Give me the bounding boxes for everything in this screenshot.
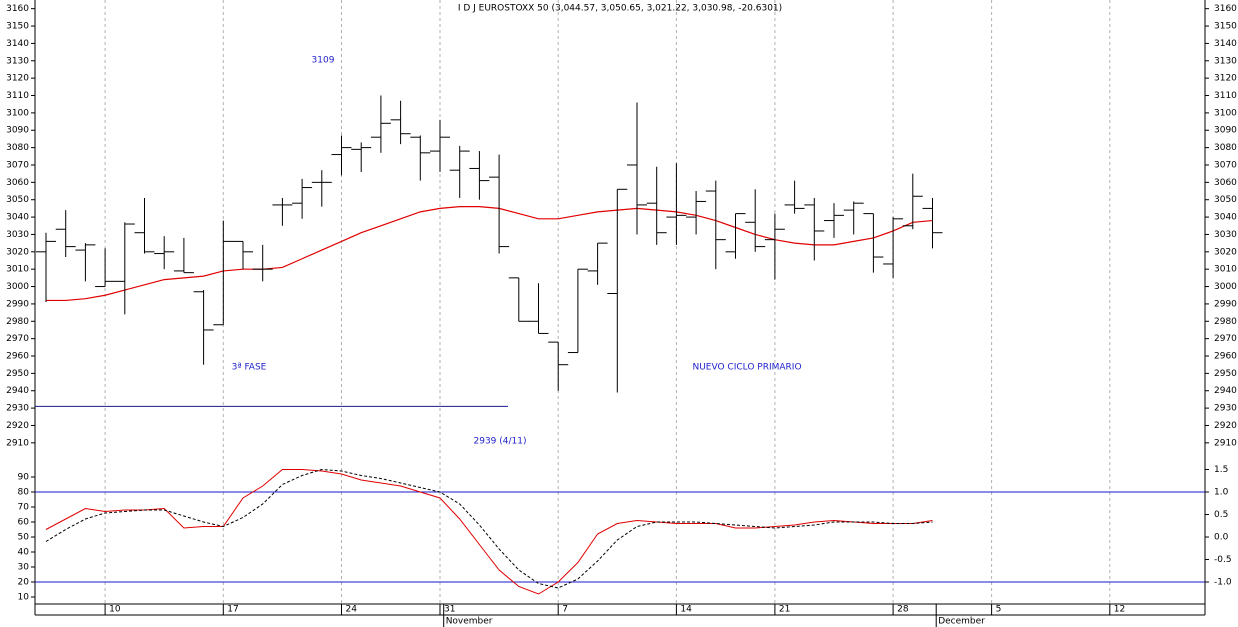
y-tick-label: 2970 xyxy=(1214,334,1237,344)
y-tick-label: 3000 xyxy=(6,282,29,292)
y-tick-label: 3020 xyxy=(1214,247,1237,257)
annotation: 3ª FASE xyxy=(232,363,267,373)
x-tick-label: 14 xyxy=(680,605,692,615)
x-tick-label: 5 xyxy=(996,605,1002,615)
y-tick-label: 3090 xyxy=(1214,126,1237,136)
y-tick-label: 80 xyxy=(18,488,30,498)
annotation: NUEVO CICLO PRIMARIO xyxy=(692,363,801,373)
y-tick-label: 3120 xyxy=(6,74,29,84)
y-tick-label: 1.5 xyxy=(1214,465,1228,475)
moving-average xyxy=(46,206,933,302)
y-tick-label: 3150 xyxy=(6,22,29,32)
y-tick-label: 3040 xyxy=(6,213,29,223)
y-tick-label: 3100 xyxy=(1214,108,1237,118)
y-tick-label: 2930 xyxy=(1214,404,1237,414)
x-tick-label: 24 xyxy=(346,605,358,615)
y-tick-label: 3010 xyxy=(6,265,29,275)
y-tick-label: 2930 xyxy=(6,404,29,414)
y-tick-label: 3070 xyxy=(6,160,29,170)
y-tick-label: 3020 xyxy=(6,247,29,257)
y-tick-label: 2920 xyxy=(6,421,29,431)
y-tick-label: 3130 xyxy=(6,56,29,66)
y-tick-label: 60 xyxy=(18,518,30,528)
y-tick-label: 50 xyxy=(18,533,30,543)
y-tick-label: 90 xyxy=(18,473,30,483)
y-tick-label: 2970 xyxy=(6,334,29,344)
y-tick-label: 1.0 xyxy=(1214,488,1229,498)
y-tick-label: 3060 xyxy=(6,178,29,188)
indicator-line xyxy=(45,469,933,595)
y-tick-label: 3030 xyxy=(1214,230,1237,240)
y-tick-label: 0.5 xyxy=(1214,510,1228,520)
y-tick-label: -1.0 xyxy=(1214,578,1232,588)
y-tick-label: 3040 xyxy=(1214,213,1237,223)
y-tick-label: 2940 xyxy=(6,386,29,396)
y-tick-label: 2980 xyxy=(1214,317,1237,327)
x-tick-label: 28 xyxy=(897,605,909,615)
y-tick-label: 3030 xyxy=(6,230,29,240)
y-tick-label: 3090 xyxy=(6,126,29,136)
y-tick-label: 3140 xyxy=(6,39,29,49)
y-tick-label: 3140 xyxy=(1214,39,1237,49)
y-tick-label: 2950 xyxy=(1214,369,1237,379)
y-tick-label: 3050 xyxy=(1214,195,1237,205)
y-tick-label: 2980 xyxy=(6,317,29,327)
y-tick-label: 2940 xyxy=(1214,386,1237,396)
y-tick-label: 3080 xyxy=(6,143,29,153)
y-tick-label: 2990 xyxy=(6,299,29,309)
y-tick-label: 3100 xyxy=(6,108,29,118)
y-tick-label: 3160 xyxy=(6,4,29,14)
month-label: December xyxy=(938,617,985,627)
x-tick-label: 31 xyxy=(444,605,455,615)
x-tick-label: 17 xyxy=(227,605,238,615)
x-tick-label: 21 xyxy=(779,605,790,615)
y-tick-label: 3000 xyxy=(1214,282,1237,292)
indicator-line xyxy=(45,468,933,589)
x-tick-label: 10 xyxy=(109,605,121,615)
y-tick-label: 40 xyxy=(18,548,30,558)
y-tick-label: 2910 xyxy=(6,438,29,448)
chart-title: I D J EUROSTOXX 50 (3,044.57, 3,050.65, … xyxy=(458,4,782,14)
y-tick-label: 2990 xyxy=(1214,299,1237,309)
annotation: 2939 (4/11) xyxy=(474,437,527,447)
y-tick-label: 10 xyxy=(18,593,30,603)
y-tick-label: 3160 xyxy=(1214,4,1237,14)
y-tick-label: 2920 xyxy=(1214,421,1237,431)
y-tick-label: 20 xyxy=(18,578,30,588)
y-tick-label: 3050 xyxy=(6,195,29,205)
y-tick-label: -0.5 xyxy=(1214,555,1232,565)
y-tick-label: 2960 xyxy=(6,352,29,362)
y-tick-label: 3060 xyxy=(1214,178,1237,188)
y-tick-label: 3110 xyxy=(1214,91,1237,101)
y-tick-label: 70 xyxy=(18,503,30,513)
y-tick-label: 3110 xyxy=(6,91,29,101)
y-tick-label: 3070 xyxy=(1214,160,1237,170)
y-tick-label: 3080 xyxy=(1214,143,1237,153)
annotation: 3109 xyxy=(312,56,335,66)
month-label: November xyxy=(446,617,493,627)
y-tick-label: 2950 xyxy=(6,369,29,379)
y-tick-label: 30 xyxy=(18,563,30,573)
x-tick-label: 7 xyxy=(562,605,568,615)
y-tick-label: 3130 xyxy=(1214,56,1237,66)
y-tick-label: 3120 xyxy=(1214,74,1237,84)
y-tick-label: 2960 xyxy=(1214,352,1237,362)
y-tick-label: 0.0 xyxy=(1214,533,1229,543)
y-tick-label: 2910 xyxy=(1214,438,1237,448)
y-tick-label: 3150 xyxy=(1214,22,1237,32)
x-tick-label: 12 xyxy=(1114,605,1125,615)
y-tick-label: 3010 xyxy=(1214,265,1237,275)
